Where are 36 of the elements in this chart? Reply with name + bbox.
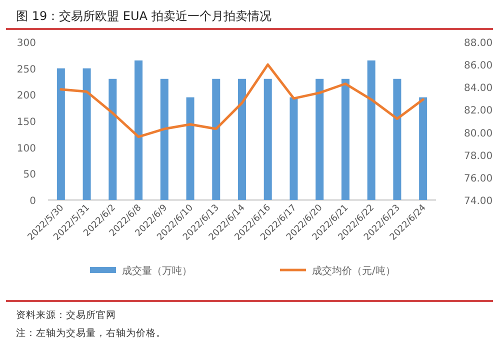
y2-tick-label: 84.00 [464,83,493,94]
bar [316,78,324,200]
bar [290,97,298,200]
legend-label: 成交均价（元/吨） [312,265,396,277]
y-tick-label: 50 [23,170,36,181]
y2-tick-label: 78.00 [464,150,493,162]
y2-tick-label: 82.00 [464,106,493,117]
y2-tick-label: 86.00 [464,60,493,72]
bar [56,68,65,200]
legend-label: 成交量（万吨） [122,265,192,277]
text: 资料来源：交易所官网 [16,309,116,321]
bar [108,78,117,200]
line-series [60,63,424,138]
bar [367,60,376,200]
y-tick-label: 250 [16,64,36,76]
chart-title: 图 19：交易所欧盟 EUA 拍卖近一个月拍卖情况 [16,9,272,23]
y-tick-label: 100 [16,143,36,154]
bar [82,68,91,200]
y-tick-label: 150 [16,117,36,128]
text: 注：左轴为交易量，右轴为价格。 [16,327,166,339]
y-tick-label: 200 [16,90,36,102]
bar [212,78,220,200]
y-tick-label: 0 [30,196,36,207]
bar [341,78,350,200]
bar [134,60,143,200]
y2-tick-label: 88.00 [464,38,493,49]
bar [160,78,168,200]
y-tick-label: 300 [16,38,36,49]
bar [238,78,246,200]
bar [393,78,402,200]
bar [419,97,428,200]
y2-tick-label: 76.00 [464,173,493,184]
y2-tick-label: 80.00 [464,128,493,140]
y2-tick-label: 74.00 [464,196,493,207]
bar [186,97,194,200]
bar [264,78,272,200]
